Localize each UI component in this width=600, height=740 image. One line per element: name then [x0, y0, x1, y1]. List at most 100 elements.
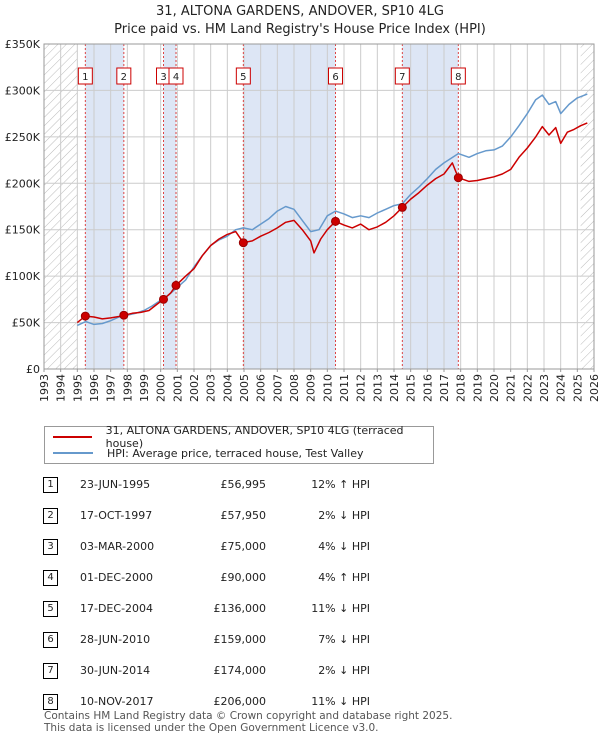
- x-tick-label: 2007: [271, 374, 284, 402]
- sale-price: £57,950: [220, 509, 267, 522]
- sale-number-badge: 2: [43, 508, 58, 524]
- table-row: 3 03-MAR-2000 £75,000 4% ↓ HPI: [0, 536, 600, 564]
- sale-date: 10-NOV-2017: [80, 695, 154, 708]
- sale-price: £174,000: [213, 664, 267, 677]
- x-tick-label: 2006: [255, 374, 268, 402]
- sale-label-number: 7: [399, 72, 405, 83]
- sale-label-number: 5: [240, 72, 246, 83]
- y-tick-label: £200K: [5, 177, 41, 190]
- sale-number-badge: 3: [43, 539, 58, 555]
- sale-price: £206,000: [213, 695, 267, 708]
- hatched-region-after: [580, 44, 594, 369]
- shaded-band: [163, 44, 176, 369]
- sale-price: £90,000: [220, 571, 267, 584]
- table-row: 1 23-JUN-1995 £56,995 12% ↑ HPI: [0, 474, 600, 502]
- x-tick-label: 1997: [105, 374, 118, 402]
- x-tick-label: 1995: [71, 374, 84, 402]
- sale-point: [159, 294, 168, 304]
- attribution-footer: Contains HM Land Registry data © Crown c…: [44, 710, 452, 734]
- license-line: This data is licensed under the Open Gov…: [44, 722, 379, 734]
- shaded-band: [402, 44, 459, 369]
- sale-label-box: [116, 67, 132, 85]
- sale-hpi-diff: 2% ↓ HPI: [318, 664, 370, 677]
- x-tick-label: 2025: [571, 374, 584, 402]
- sale-number-badge: 6: [43, 632, 58, 648]
- sale-point: [119, 310, 129, 320]
- sale-price: £56,995: [220, 478, 267, 491]
- sale-price: £159,000: [213, 633, 267, 646]
- x-tick-label: 2010: [321, 374, 334, 402]
- sale-label-box: [77, 67, 93, 85]
- x-tick-label: 2009: [305, 374, 318, 402]
- table-row: 2 17-OCT-1997 £57,950 2% ↓ HPI: [0, 505, 600, 533]
- sale-date: 30-JUN-2014: [80, 664, 151, 677]
- sale-price: £136,000: [213, 602, 267, 615]
- sale-point: [331, 216, 340, 226]
- x-tick-label: 2002: [188, 374, 201, 402]
- sale-number-badge: 7: [43, 663, 58, 679]
- x-tick-label: 1999: [138, 374, 151, 402]
- sale-label-box: [235, 67, 251, 85]
- x-tick-label: 2016: [421, 374, 434, 402]
- x-tick-label: 1998: [121, 374, 134, 402]
- table-row: 8 10-NOV-2017 £206,000 11% ↓ HPI: [0, 691, 600, 719]
- sale-price: £75,000: [220, 540, 267, 553]
- x-tick-label: 2015: [405, 374, 418, 402]
- plot-frame: [43, 43, 595, 370]
- sale-point: [171, 280, 181, 290]
- sale-point: [238, 238, 248, 248]
- sale-label-number: 8: [455, 72, 461, 83]
- sale-label-number: 1: [82, 72, 88, 83]
- y-tick-label: £50K: [12, 317, 41, 330]
- sale-point: [397, 202, 407, 212]
- sale-date: 28-JUN-2010: [80, 633, 151, 646]
- sale-label-box: [168, 67, 184, 85]
- y-tick-label: £300K: [5, 84, 41, 97]
- sale-number-badge: 5: [43, 601, 58, 617]
- sale-hpi-diff: 4% ↓ HPI: [318, 540, 370, 553]
- x-tick-label: 2003: [205, 374, 218, 402]
- x-tick-label: 2024: [555, 374, 568, 402]
- x-tick-label: 2004: [221, 374, 234, 402]
- x-tick-label: 1996: [88, 374, 101, 402]
- legend-label-property: 31, ALTONA GARDENS, ANDOVER, SP10 4LG (t…: [105, 424, 404, 450]
- sale-hpi-diff: 11% ↓ HPI: [311, 602, 370, 615]
- sale-hpi-diff: 11% ↓ HPI: [311, 695, 370, 708]
- x-tick-label: 2026: [588, 374, 600, 402]
- table-row: 4 01-DEC-2000 £90,000 4% ↑ HPI: [0, 567, 600, 595]
- shaded-band: [243, 44, 336, 369]
- sale-hpi-diff: 7% ↓ HPI: [318, 633, 370, 646]
- legend-item-hpi: HPI: Average price, terraced house, Test…: [53, 445, 363, 461]
- y-tick-label: £150K: [5, 224, 41, 237]
- x-tick-label: 1993: [38, 374, 51, 402]
- x-tick-label: 2022: [521, 374, 534, 402]
- legend-label-hpi: HPI: Average price, terraced house, Test…: [107, 446, 364, 460]
- y-tick-label: £0: [26, 363, 40, 376]
- chart-subtitle: Price paid vs. HM Land Registry's House …: [114, 22, 486, 37]
- sale-date: 01-DEC-2000: [80, 571, 154, 584]
- x-tick-label: 2011: [338, 374, 351, 402]
- x-tick-label: 2021: [505, 374, 518, 402]
- legend-item-property: 31, ALTONA GARDENS, ANDOVER, SP10 4LG (t…: [53, 424, 433, 450]
- sale-point: [80, 311, 90, 321]
- sale-point: [453, 173, 463, 183]
- sale-hpi-diff: 2% ↓ HPI: [318, 509, 370, 522]
- table-row: 7 30-JUN-2014 £174,000 2% ↓ HPI: [0, 660, 600, 688]
- y-tick-label: £100K: [5, 270, 41, 283]
- x-tick-label: 2018: [455, 374, 468, 402]
- copyright-line: Contains HM Land Registry data © Crown c…: [44, 710, 453, 722]
- shaded-band: [85, 44, 124, 369]
- x-tick-label: 2017: [438, 374, 451, 402]
- sale-label-number: 4: [173, 72, 179, 83]
- sale-date: 03-MAR-2000: [80, 540, 155, 553]
- sale-label-box: [394, 67, 410, 85]
- sale-number-badge: 4: [43, 570, 58, 586]
- x-tick-label: 1994: [55, 374, 68, 402]
- y-tick-label: £350K: [5, 38, 41, 51]
- x-tick-label: 2020: [488, 374, 501, 402]
- chart-legend: 31, ALTONA GARDENS, ANDOVER, SP10 4LG (t…: [44, 424, 434, 464]
- sale-label-box: [328, 67, 343, 85]
- table-row: 6 28-JUN-2010 £159,000 7% ↓ HPI: [0, 629, 600, 657]
- sale-hpi-diff: 4% ↑ HPI: [318, 571, 370, 584]
- sale-date: 23-JUN-1995: [80, 478, 151, 491]
